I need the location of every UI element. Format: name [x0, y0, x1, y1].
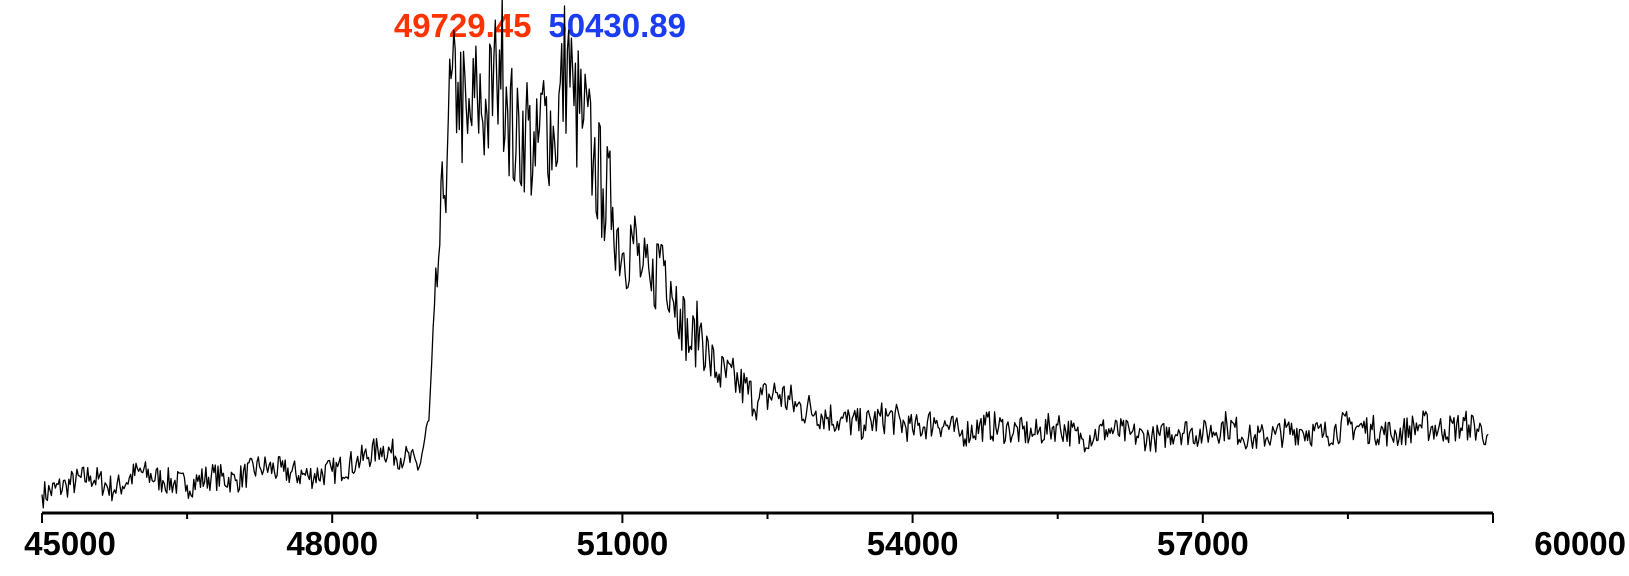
x-axis-tick-labels: 45000 48000 51000 54000 57000 60000 [24, 525, 1626, 562]
x-axis-ticks [41, 513, 1494, 523]
x-tick-label: 45000 [24, 525, 116, 562]
x-tick-label: 60000 [1534, 525, 1626, 562]
peak-labels: 49729.45 50430.89 [394, 7, 686, 44]
peak-label: 49729.45 [394, 7, 532, 44]
x-tick-label: 54000 [867, 525, 959, 562]
x-tick-label: 57000 [1157, 525, 1249, 562]
x-tick-label: 51000 [577, 525, 669, 562]
x-tick-label: 48000 [286, 525, 378, 562]
spectrum-line [41, 0, 1489, 509]
